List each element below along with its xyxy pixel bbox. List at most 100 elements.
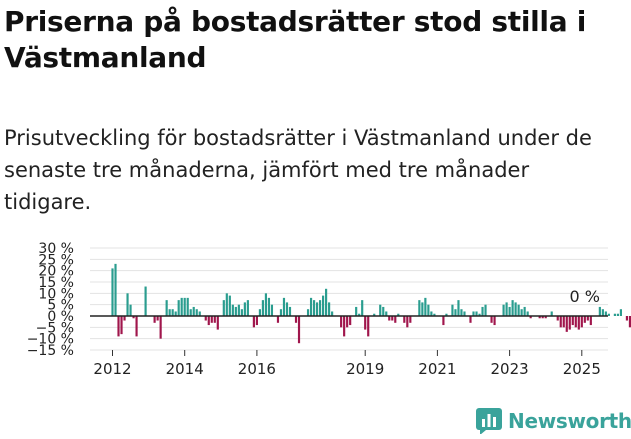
bar [574, 316, 577, 328]
bar [309, 297, 313, 316]
bar [559, 316, 562, 328]
bar [285, 302, 289, 316]
bar [388, 316, 391, 321]
bar [382, 306, 385, 316]
bar [325, 288, 328, 316]
y-tick-label: 5 % [47, 298, 74, 314]
x-tick-label: 2021 [418, 360, 456, 378]
bar [526, 311, 529, 316]
bar [132, 316, 135, 319]
bar [282, 297, 286, 316]
bar [174, 311, 177, 316]
bar [454, 309, 457, 316]
x-tick-label: 2016 [238, 360, 276, 378]
bar [565, 316, 568, 332]
bar [288, 306, 292, 316]
bar [505, 302, 508, 316]
bar [297, 316, 301, 344]
y-tick-label: 30 % [38, 241, 74, 257]
bar [397, 313, 400, 316]
bar [616, 313, 619, 316]
bar [192, 306, 195, 316]
x-tick-label: 2012 [93, 360, 131, 378]
bar [511, 300, 514, 316]
bar [216, 316, 219, 330]
x-tick-label: 2023 [491, 360, 529, 378]
bar [343, 316, 346, 337]
bar [117, 316, 120, 337]
bar [267, 297, 271, 316]
bar [261, 300, 264, 316]
bar [604, 311, 607, 316]
y-tick-label: 15 % [38, 275, 74, 291]
y-tick-label: 10 % [38, 286, 74, 302]
bar [210, 316, 213, 323]
bar [114, 263, 117, 316]
bar [541, 316, 544, 319]
bar [120, 316, 123, 335]
bar [349, 316, 352, 326]
bar [457, 300, 460, 316]
bar [195, 309, 198, 316]
bar [129, 304, 132, 316]
bar [231, 304, 234, 316]
bar [469, 316, 472, 323]
bar [213, 316, 216, 323]
bar [156, 316, 159, 321]
bar [243, 302, 246, 316]
newsworthy-logo: Newsworthy [476, 408, 631, 434]
bar [270, 304, 274, 316]
bar [171, 309, 174, 316]
bar [460, 309, 463, 316]
bar [159, 316, 162, 339]
bar [433, 313, 436, 316]
bar [126, 293, 129, 316]
bar [625, 316, 629, 321]
bar [189, 309, 192, 316]
bar [318, 300, 322, 316]
bar [246, 300, 249, 316]
bar [544, 316, 547, 319]
bar [442, 316, 445, 326]
x-tick-label: 2014 [166, 360, 204, 378]
bar [445, 313, 448, 316]
bar [427, 304, 430, 316]
bar [361, 300, 364, 316]
x-tick-label: 2025 [563, 360, 601, 378]
bar [153, 316, 156, 323]
bar [421, 302, 424, 316]
y-tick-labels: 30 %25 %20 %15 %10 %5 %0 %−5 %−10 %−15 % [27, 241, 74, 359]
bar [331, 311, 334, 316]
bar [183, 297, 186, 316]
y-tick-label: −10 % [27, 332, 74, 348]
x-tick-label: 2019 [346, 360, 384, 378]
bar [306, 309, 310, 316]
bar [481, 306, 484, 316]
bar [340, 316, 343, 328]
bar [385, 311, 388, 316]
bar [598, 306, 601, 316]
bar [409, 316, 412, 323]
bar [180, 297, 183, 316]
bar [580, 316, 583, 328]
bar [234, 306, 237, 316]
y-tick-label: −5 % [36, 320, 74, 336]
y-tick-label: 20 % [38, 264, 74, 280]
bar [276, 316, 280, 323]
bar [355, 306, 358, 316]
bar [135, 316, 138, 337]
chart-subtitle: Prisutveckling för bostadsrätter i Västm… [4, 126, 592, 214]
bar [619, 309, 622, 316]
bar [514, 302, 517, 316]
bar [508, 306, 511, 316]
bar [204, 316, 207, 321]
bar [228, 295, 231, 316]
bar [364, 316, 367, 330]
bar [478, 313, 481, 316]
bar [237, 304, 240, 316]
bar [418, 300, 421, 316]
bar [255, 316, 258, 326]
y-tick-label: 25 % [38, 252, 74, 268]
bar [367, 316, 370, 337]
bar [538, 316, 541, 319]
